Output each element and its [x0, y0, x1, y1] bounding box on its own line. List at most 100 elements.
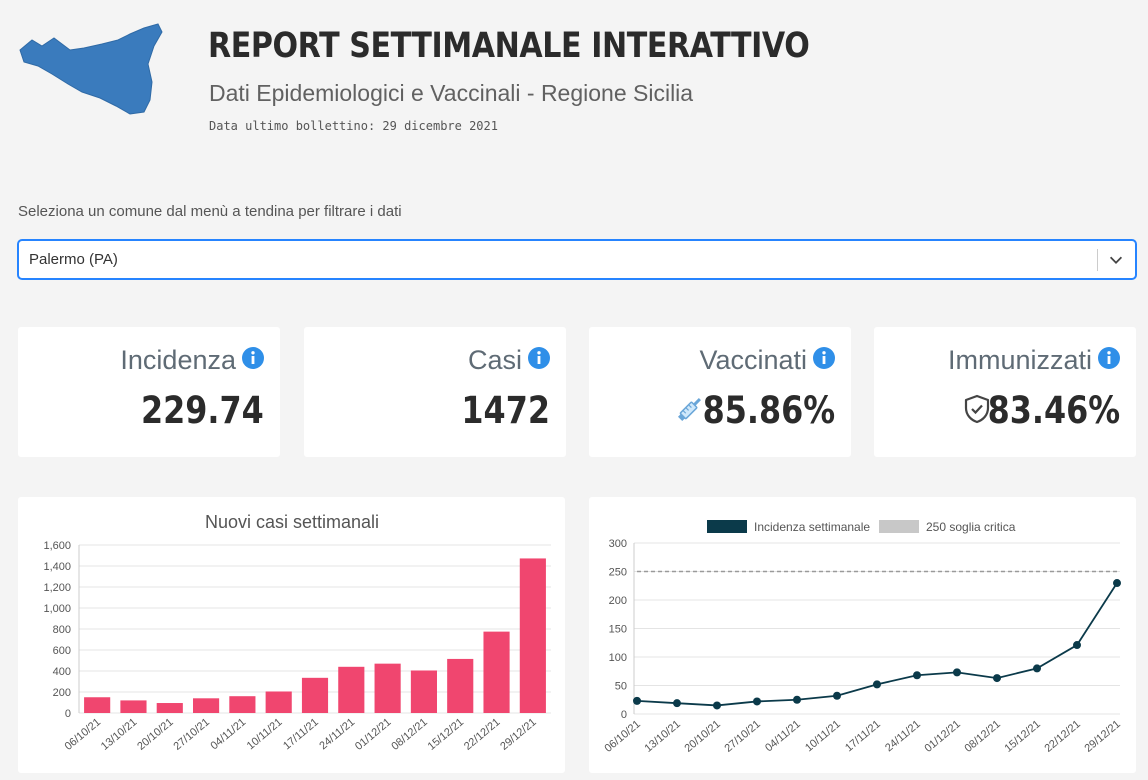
y-tick-label: 150 — [609, 624, 627, 636]
y-tick-label: 250 — [609, 567, 627, 579]
x-tick-label: 27/10/21 — [171, 716, 212, 753]
x-tick-label: 06/10/21 — [602, 718, 643, 755]
legend-swatch — [879, 520, 919, 533]
weekly-incidence-line-chart: Incidenza settimanale 250 soglia critica 0… — [602, 520, 1123, 755]
x-tick-label: 13/10/21 — [642, 718, 683, 755]
y-tick-label: 0 — [65, 708, 71, 720]
x-tick-label: 06/10/21 — [63, 716, 104, 753]
card-value: 85.86% — [702, 389, 835, 432]
line-chart-panel: Incidenza settimanale 250 soglia critica 0… — [589, 497, 1136, 773]
bar-chart-panel: Nuovi casi settimanali 0 200 400 600 800 1,000… — [18, 497, 565, 773]
data-point — [1033, 664, 1041, 673]
card-label: Casi — [467, 345, 522, 375]
data-point — [1113, 579, 1121, 588]
data-point — [753, 697, 761, 706]
data-point — [953, 668, 961, 677]
y-tick-label: 100 — [609, 652, 627, 664]
data-point — [793, 695, 801, 704]
x-tick-label: 08/12/21 — [962, 718, 1003, 755]
y-tick-label: 400 — [53, 666, 71, 678]
bar — [229, 696, 256, 713]
chart-title: Nuovi casi settimanali — [205, 512, 379, 532]
x-tick-label: 20/10/21 — [682, 718, 723, 755]
x-tick-label: 13/10/21 — [99, 716, 140, 753]
data-point — [993, 674, 1001, 683]
bar — [447, 658, 474, 713]
x-tick-label: 27/10/21 — [722, 718, 763, 755]
bar — [410, 670, 437, 713]
page-title: REPORT SETTIMANALE INTERATTIVO — [208, 26, 810, 66]
y-tick-label: 1,400 — [43, 561, 71, 573]
bar — [120, 700, 147, 713]
x-tick-label: 10/11/21 — [803, 718, 843, 754]
select-separator — [1097, 249, 1098, 271]
info-icon[interactable] — [242, 347, 264, 369]
card-immunizzati: Immunizzati 83.46% — [874, 327, 1136, 457]
y-tick-label: 0 — [621, 709, 627, 721]
legend-label: 250 soglia critica — [926, 520, 1016, 534]
info-icon[interactable] — [813, 347, 835, 369]
page-subtitle: Dati Epidemiologici e Vaccinali - Region… — [209, 80, 694, 106]
data-point — [633, 696, 641, 705]
sicily-map-icon — [19, 23, 163, 115]
card-label: Vaccinati — [699, 345, 807, 375]
card-casi: Casi 1472 — [304, 327, 566, 457]
x-tick-label: 24/11/21 — [317, 716, 357, 752]
x-tick-label: 22/12/21 — [1042, 718, 1083, 755]
last-update-date: Data ultimo bollettino: 29 dicembre 2021 — [209, 119, 498, 133]
x-tick-label: 20/10/21 — [135, 716, 176, 753]
card-label: Immunizzati — [947, 345, 1092, 375]
card-value: 229.74 — [141, 389, 264, 432]
weekly-cases-bar-chart: Nuovi casi settimanali 0 200 400 600 800 1,000… — [43, 512, 551, 753]
y-tick-label: 300 — [609, 538, 627, 550]
y-tick-label: 800 — [53, 624, 71, 636]
data-point — [713, 701, 721, 710]
card-label: Incidenza — [120, 345, 236, 375]
bar — [483, 631, 510, 713]
data-point — [913, 671, 921, 680]
y-tick-label: 1,600 — [43, 540, 71, 552]
y-tick-label: 200 — [609, 595, 627, 607]
x-tick-label: 17/11/21 — [843, 718, 883, 754]
comune-select-value: Palermo (PA) — [29, 251, 118, 268]
x-tick-label: 17/11/21 — [281, 716, 321, 752]
x-tick-label: 01/12/21 — [922, 718, 963, 755]
syringe-icon — [677, 398, 701, 422]
y-tick-label: 1,200 — [43, 582, 71, 594]
info-icon[interactable] — [528, 347, 550, 369]
data-point — [833, 691, 841, 700]
comune-select[interactable]: Palermo (PA) — [18, 240, 1136, 279]
bar — [301, 677, 329, 713]
x-tick-label: 29/12/21 — [1082, 718, 1123, 755]
card-vaccinati: Vaccinati 85.86% — [589, 327, 851, 457]
data-point — [1073, 641, 1081, 650]
data-point — [873, 680, 881, 689]
x-tick-label: 04/11/21 — [208, 716, 248, 752]
y-tick-label: 50 — [615, 681, 627, 693]
bar — [374, 663, 401, 713]
bar — [193, 698, 220, 713]
bar — [265, 691, 292, 713]
bar — [156, 703, 183, 713]
card-incidenza: Incidenza 229.74 — [18, 327, 280, 457]
bar — [84, 697, 111, 713]
filter-label: Seleziona un comune dal menù a tendina p… — [18, 203, 402, 220]
bar — [519, 558, 546, 713]
y-tick-label: 200 — [53, 687, 71, 699]
x-tick-label: 24/11/21 — [883, 718, 923, 754]
x-tick-label: 08/12/21 — [389, 716, 430, 753]
info-icon[interactable] — [1098, 347, 1120, 369]
chevron-down-icon[interactable] — [1107, 251, 1125, 269]
y-tick-label: 1,000 — [43, 603, 71, 615]
x-tick-label: 15/12/21 — [426, 716, 467, 753]
data-point — [673, 699, 681, 708]
legend-label: Incidenza settimanale — [754, 520, 870, 534]
x-tick-label: 22/12/21 — [462, 716, 503, 753]
bar — [338, 666, 365, 713]
x-tick-label: 04/11/21 — [763, 718, 803, 754]
card-value: 83.46% — [987, 389, 1120, 432]
x-tick-label: 15/12/21 — [1002, 718, 1043, 755]
legend-swatch — [707, 520, 747, 533]
header: REPORT SETTIMANALE INTERATTIVO Dati Epid… — [0, 0, 1148, 160]
x-tick-label: 01/12/21 — [353, 716, 394, 753]
